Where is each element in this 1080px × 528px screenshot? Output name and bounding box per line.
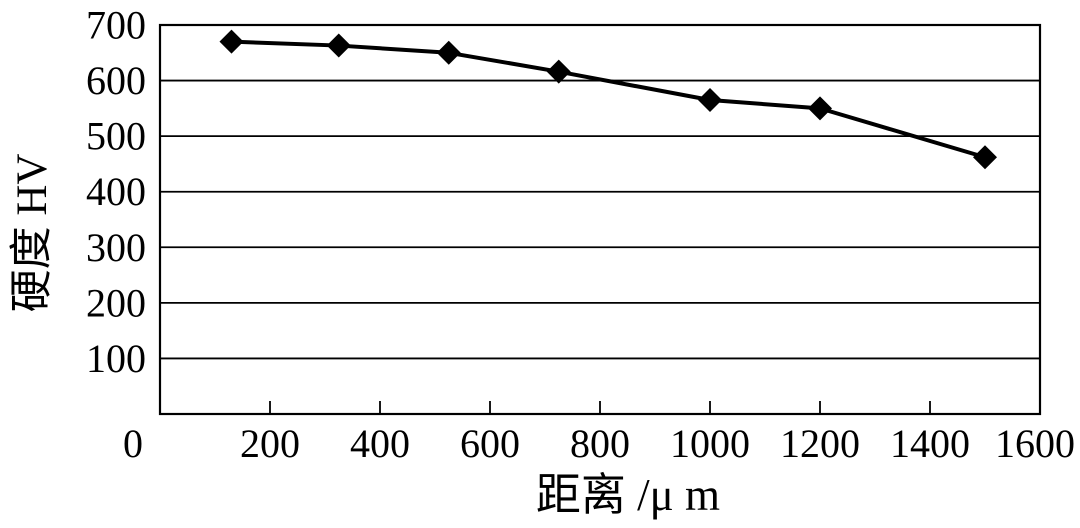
y-tick-label-500: 500 bbox=[86, 114, 146, 159]
x-tick-label-600: 600 bbox=[460, 421, 520, 466]
x-tick-label-400: 400 bbox=[350, 421, 410, 466]
x-axis-ticks bbox=[269, 401, 931, 414]
data-point-marker-3 bbox=[436, 40, 461, 65]
y-tick-label-200: 200 bbox=[86, 280, 146, 325]
data-point-marker-7 bbox=[973, 145, 997, 170]
y-axis-title: 硬度 HV bbox=[9, 154, 56, 313]
x-tick-label-1200: 1200 bbox=[780, 421, 860, 466]
data-point-marker-5 bbox=[698, 88, 722, 113]
x-tick-label-800: 800 bbox=[570, 421, 630, 466]
x-axis-title: 距离 /μ m bbox=[536, 470, 720, 520]
y-tick-label-100: 100 bbox=[86, 336, 146, 381]
y-tick-label-600: 600 bbox=[86, 58, 146, 103]
plot-frame bbox=[158, 23, 1042, 416]
x-tick-label-0: 0 bbox=[123, 421, 143, 466]
y-tick-label-400: 400 bbox=[86, 169, 146, 214]
data-point-marker-1 bbox=[219, 29, 244, 54]
data-point-marker-2 bbox=[326, 33, 351, 58]
plot-border bbox=[158, 23, 1042, 416]
y-tick-label-300: 300 bbox=[86, 225, 146, 270]
x-tick-labels: 0 200 400 600 800 1000 1200 1400 1600 bbox=[123, 421, 1075, 466]
gridlines bbox=[160, 79, 1040, 360]
data-point-marker-4 bbox=[546, 59, 571, 84]
x-tick-label-1000: 1000 bbox=[670, 421, 750, 466]
x-tick-label-1400: 1400 bbox=[890, 421, 970, 466]
y-tick-label-700: 700 bbox=[86, 3, 146, 48]
y-tick-labels: 100 200 300 400 500 600 700 bbox=[86, 3, 146, 381]
data-point-marker-6 bbox=[808, 96, 832, 121]
x-tick-label-1600: 1600 bbox=[995, 421, 1075, 466]
x-tick-label-200: 200 bbox=[240, 421, 300, 466]
data-line bbox=[231, 39, 986, 160]
data-series bbox=[219, 29, 997, 170]
